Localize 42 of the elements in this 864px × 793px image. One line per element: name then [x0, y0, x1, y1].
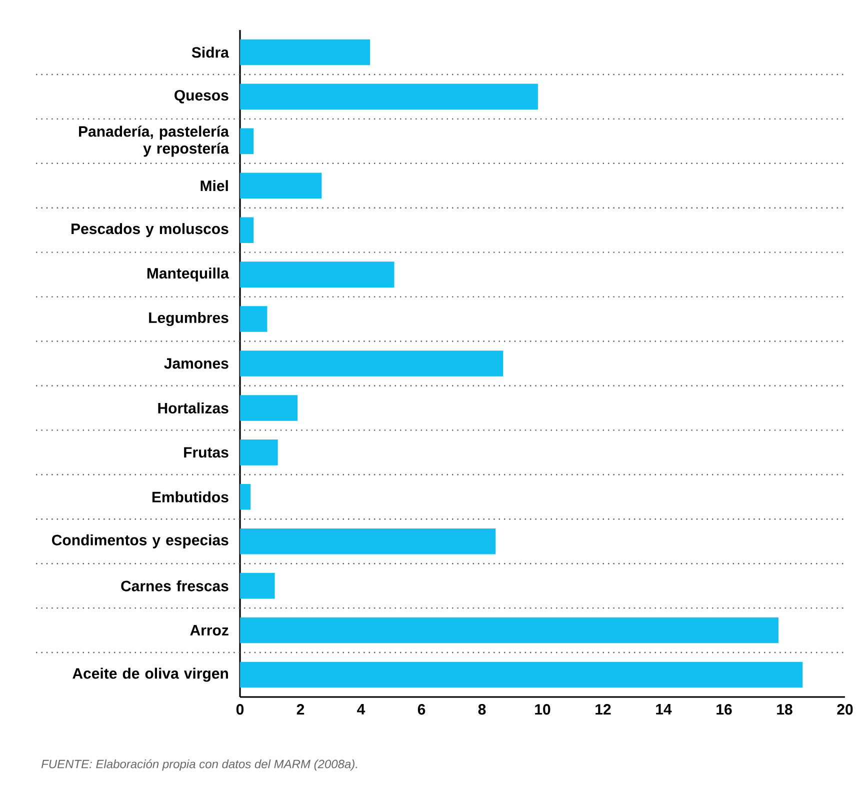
- bar: [240, 395, 298, 421]
- x-tick-label: 8: [478, 704, 486, 715]
- y-tick-label: Pescados y moluscos: [72, 223, 228, 238]
- bar: [240, 39, 370, 66]
- bar: [240, 84, 538, 110]
- y-tick-label: Quesos: [174, 90, 228, 104]
- x-tick-label: 10: [535, 704, 550, 715]
- source-note: FUENTE: Elaboración propia con datos del MARM (2008a).: [41, 759, 358, 771]
- x-tick-label: 20: [837, 704, 853, 715]
- x-tick-label: 14: [656, 704, 672, 714]
- y-tick-label: Frutas: [184, 447, 228, 458]
- bar: [240, 306, 268, 332]
- x-tick-label: 4: [357, 704, 366, 714]
- y-tick-label: Hortalizas: [158, 402, 228, 414]
- bar: [240, 662, 803, 688]
- y-tick-label: Carnes frescas: [121, 580, 228, 592]
- x-tick-label: 16: [716, 704, 732, 715]
- y-tick-label: Mantequilla: [147, 268, 230, 282]
- x-tick-label: 0: [236, 704, 244, 715]
- x-tick-label: 18: [777, 704, 792, 715]
- bar: [240, 484, 251, 510]
- bar: [240, 350, 504, 376]
- y-tick-label: Condimentos y especias: [52, 534, 228, 548]
- bar: [240, 572, 275, 599]
- x-tick-label: 12: [596, 704, 611, 715]
- bar: [240, 440, 278, 466]
- bar: [240, 262, 394, 288]
- x-tick-label: 6: [418, 704, 426, 715]
- x-tick-label: 2: [296, 704, 304, 715]
- bar: [240, 617, 778, 644]
- y-tick-label: Jamones: [164, 358, 228, 369]
- bar: [240, 528, 496, 554]
- y-tick-label: Miel: [200, 180, 228, 192]
- bar: [240, 217, 254, 243]
- bar: [240, 128, 254, 154]
- y-tick-label: Sidra: [192, 46, 230, 58]
- y-tick-label: Embutidos: [152, 491, 228, 502]
- y-tick-label: Arroz: [190, 625, 228, 636]
- y-tick-label: Aceite de oliva virgen: [72, 668, 228, 682]
- bar: [240, 172, 322, 199]
- y-tick-label: Panadería, pastelería y repostería: [79, 126, 230, 157]
- y-tick-label: Legumbres: [149, 312, 228, 326]
